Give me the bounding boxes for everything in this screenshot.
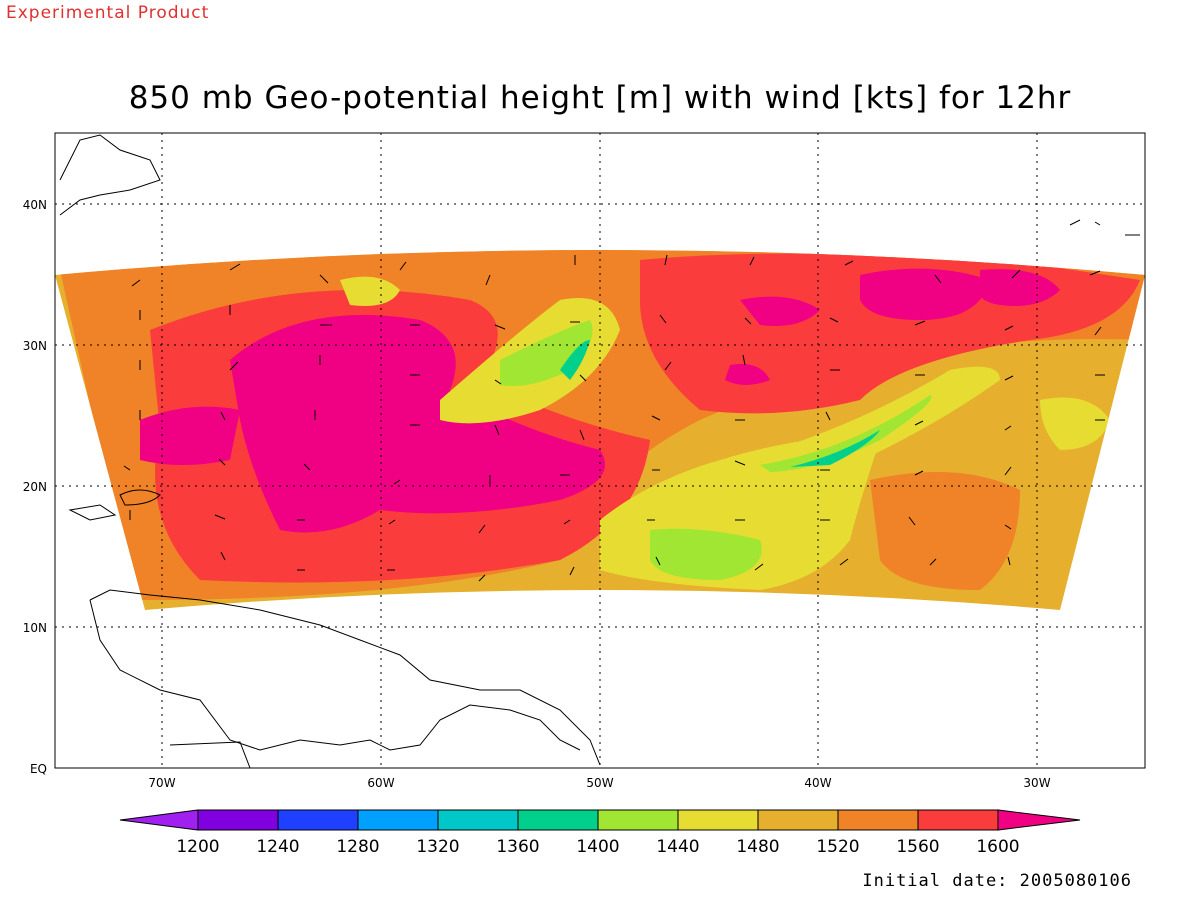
colorbar-max-arrow bbox=[997, 809, 1081, 831]
colorbar-tick-label: 1280 bbox=[336, 837, 379, 857]
colorbar-swatch bbox=[917, 809, 999, 831]
colorbar-tick-label: 1320 bbox=[416, 837, 459, 857]
colorbar-tick-label: 1560 bbox=[896, 837, 939, 857]
colorbar-swatch bbox=[837, 809, 919, 831]
coastlines bbox=[59, 134, 1140, 769]
colorbar-tick-label: 1240 bbox=[256, 837, 299, 857]
colorbar-swatch bbox=[517, 809, 599, 831]
colorbar-tick-label: 1440 bbox=[656, 837, 699, 857]
colorbar: 1200 1240 1280 1320 1360 1400 1440 1480 1520 1560… bbox=[119, 809, 1081, 857]
wind-arrows bbox=[123, 254, 1105, 582]
lat-label: EQ bbox=[30, 762, 47, 776]
colorbar-min-arrow bbox=[119, 809, 199, 831]
lat-label: 40N bbox=[23, 198, 47, 212]
colorbar-tick-label: 1480 bbox=[736, 837, 779, 857]
colorbar-swatch bbox=[677, 809, 759, 831]
colorbar-tick-label: 1520 bbox=[816, 837, 859, 857]
height-field bbox=[55, 250, 1145, 610]
colorbar-swatch bbox=[437, 809, 519, 831]
lon-label: 40W bbox=[804, 776, 831, 790]
map-title: 850 mb Geo-potential height [m] with win… bbox=[128, 80, 1072, 116]
experimental-product-label: Experimental Product bbox=[6, 3, 210, 23]
colorbar-swatch bbox=[357, 809, 439, 831]
colorbar-tick-label: 1200 bbox=[176, 837, 219, 857]
lon-label: 30W bbox=[1023, 776, 1050, 790]
colorbar-tick-label: 1600 bbox=[976, 837, 1019, 857]
lat-label: 20N bbox=[23, 480, 47, 494]
colorbar-tick-label: 1360 bbox=[496, 837, 539, 857]
lon-label: 70W bbox=[148, 776, 175, 790]
map-frame bbox=[54, 132, 1146, 769]
colorbar-swatch bbox=[197, 809, 279, 831]
lon-label: 60W bbox=[367, 776, 394, 790]
colorbar-tick-label: 1400 bbox=[576, 837, 619, 857]
lat-label: 10N bbox=[23, 621, 47, 635]
lat-label: 30N bbox=[23, 339, 47, 353]
colorbar-swatch bbox=[757, 809, 839, 831]
colorbar-swatch bbox=[277, 809, 359, 831]
graticule bbox=[55, 133, 1145, 768]
lon-label: 50W bbox=[586, 776, 613, 790]
initial-date: Initial date: 2005080106 bbox=[862, 871, 1132, 891]
colorbar-swatch bbox=[597, 809, 679, 831]
